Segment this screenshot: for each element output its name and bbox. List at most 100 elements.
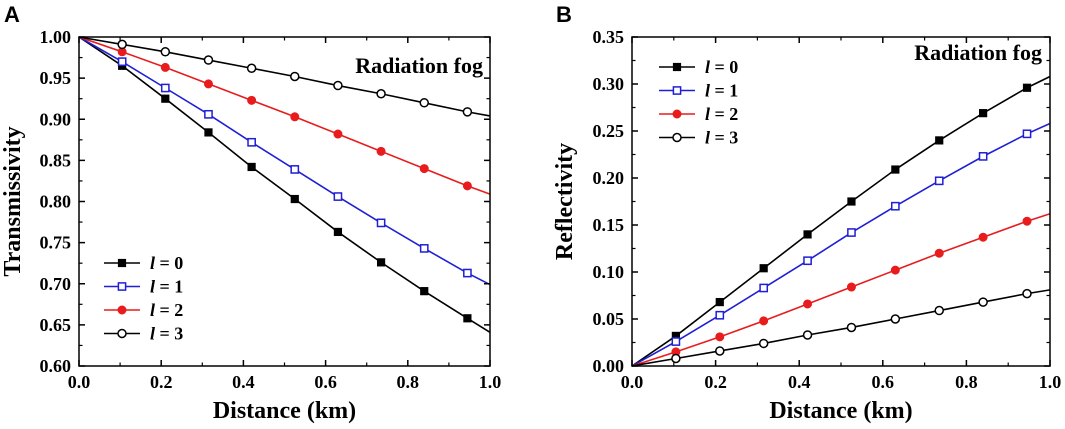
- data-point: [891, 165, 900, 174]
- data-point: [671, 337, 681, 346]
- data-point: [204, 109, 213, 119]
- legend-marker: [672, 109, 682, 119]
- legend-item-l1: l = 1: [659, 81, 738, 101]
- legend-symbol: l: [705, 104, 710, 124]
- data-point: [290, 71, 300, 82]
- data-point: [420, 287, 429, 296]
- data-point: [462, 107, 473, 117]
- x-tick-label: 0.8: [955, 372, 978, 392]
- x-tick-label: 0.0: [68, 372, 91, 392]
- data-point: [846, 282, 856, 292]
- data-point: [203, 55, 214, 65]
- data-point: [333, 192, 343, 201]
- data-point: [290, 194, 299, 204]
- data-point: [247, 95, 257, 105]
- data-point: [934, 248, 944, 258]
- legend-marker: [672, 62, 682, 72]
- x-tick-label: 0.6: [872, 372, 895, 392]
- x-tick-label: 0.8: [397, 372, 420, 392]
- x-tick-label: 0.4: [232, 372, 255, 392]
- legend-marker: [672, 132, 682, 143]
- legend-label: l = 2: [150, 300, 183, 320]
- data-point: [161, 94, 170, 103]
- legend-item-l0: l = 0: [104, 253, 183, 273]
- x-tick-label: 0.4: [788, 372, 811, 392]
- data-point: [463, 268, 472, 278]
- legend-symbol: l: [150, 277, 155, 297]
- data-point: [803, 256, 812, 266]
- legend-label: l = 0: [150, 253, 183, 273]
- data-point: [419, 98, 429, 108]
- data-point: [935, 136, 944, 145]
- legend-label: l = 3: [705, 128, 738, 148]
- legend-label-text: = 3: [155, 324, 183, 344]
- legend-item-l2: l = 2: [659, 104, 738, 124]
- legend-label-text: = 0: [710, 57, 738, 77]
- data-point: [978, 232, 988, 242]
- legend: l = 0l = 1l = 2l = 3: [659, 57, 738, 148]
- y-tick-label: 0.10: [593, 262, 625, 282]
- data-point: [333, 80, 343, 91]
- series-l2: [631, 212, 1051, 367]
- legend-label: l = 1: [705, 81, 738, 101]
- legend: l = 0l = 1l = 2l = 3: [104, 253, 183, 344]
- series-l3: [78, 36, 491, 117]
- data-point: [333, 129, 343, 139]
- data-point: [715, 297, 724, 307]
- legend-item-l1: l = 1: [104, 277, 183, 297]
- legend-symbol: l: [150, 324, 155, 344]
- data-point: [203, 79, 213, 89]
- data-point: [1022, 129, 1032, 139]
- legend-symbol: l: [150, 253, 155, 273]
- data-point: [419, 164, 429, 174]
- x-tick-label: 1.0: [479, 372, 502, 392]
- data-point: [979, 109, 988, 118]
- y-tick-label: 0.65: [40, 315, 72, 335]
- legend-label-text: = 3: [710, 128, 738, 148]
- data-point: [160, 62, 170, 72]
- legend-label-text: = 2: [710, 104, 738, 124]
- data-point: [715, 310, 725, 320]
- legend-symbol: l: [150, 300, 155, 320]
- data-point: [419, 244, 429, 253]
- legend-label-text: = 1: [155, 277, 183, 297]
- x-tick-label: 0.0: [621, 372, 644, 392]
- data-point: [247, 137, 256, 147]
- data-point: [376, 258, 386, 267]
- y-tick-label: 0.75: [40, 233, 72, 253]
- legend-label: l = 0: [705, 57, 738, 77]
- y-tick-label: 0.30: [593, 74, 625, 94]
- data-point: [290, 165, 300, 174]
- data-point: [890, 265, 900, 275]
- y-tick-label: 0.80: [40, 192, 72, 212]
- data-point: [758, 338, 769, 349]
- data-point: [376, 146, 386, 156]
- series-l1: [78, 36, 491, 286]
- series-l0: [78, 36, 491, 333]
- y-tick-label: 0.15: [593, 215, 625, 235]
- legend-marker: [672, 86, 682, 95]
- series-l3: [631, 288, 1051, 367]
- legend-symbol: l: [705, 57, 710, 77]
- data-point: [847, 197, 856, 206]
- plot-frame: [78, 36, 491, 367]
- y-tick-label: 0.00: [593, 356, 625, 376]
- y-tick-label: 0.35: [593, 27, 625, 47]
- legend-label-text: = 2: [155, 300, 183, 320]
- y-tick-label: 0.25: [593, 121, 625, 141]
- legend-label-text: = 0: [155, 253, 183, 273]
- data-point: [715, 332, 725, 342]
- legend-item-l3: l = 3: [659, 128, 738, 148]
- x-tick-label: 0.6: [314, 372, 337, 392]
- data-point: [376, 218, 386, 228]
- data-point: [803, 299, 813, 309]
- panel-label: A: [4, 2, 20, 27]
- legend-label: l = 1: [150, 277, 183, 297]
- x-tick-label: 0.2: [150, 372, 173, 392]
- y-tick-label: 1.00: [40, 27, 72, 47]
- data-point: [204, 128, 213, 137]
- data-point: [1022, 216, 1032, 226]
- data-point: [847, 228, 856, 237]
- y-tick-label: 0.95: [40, 68, 72, 88]
